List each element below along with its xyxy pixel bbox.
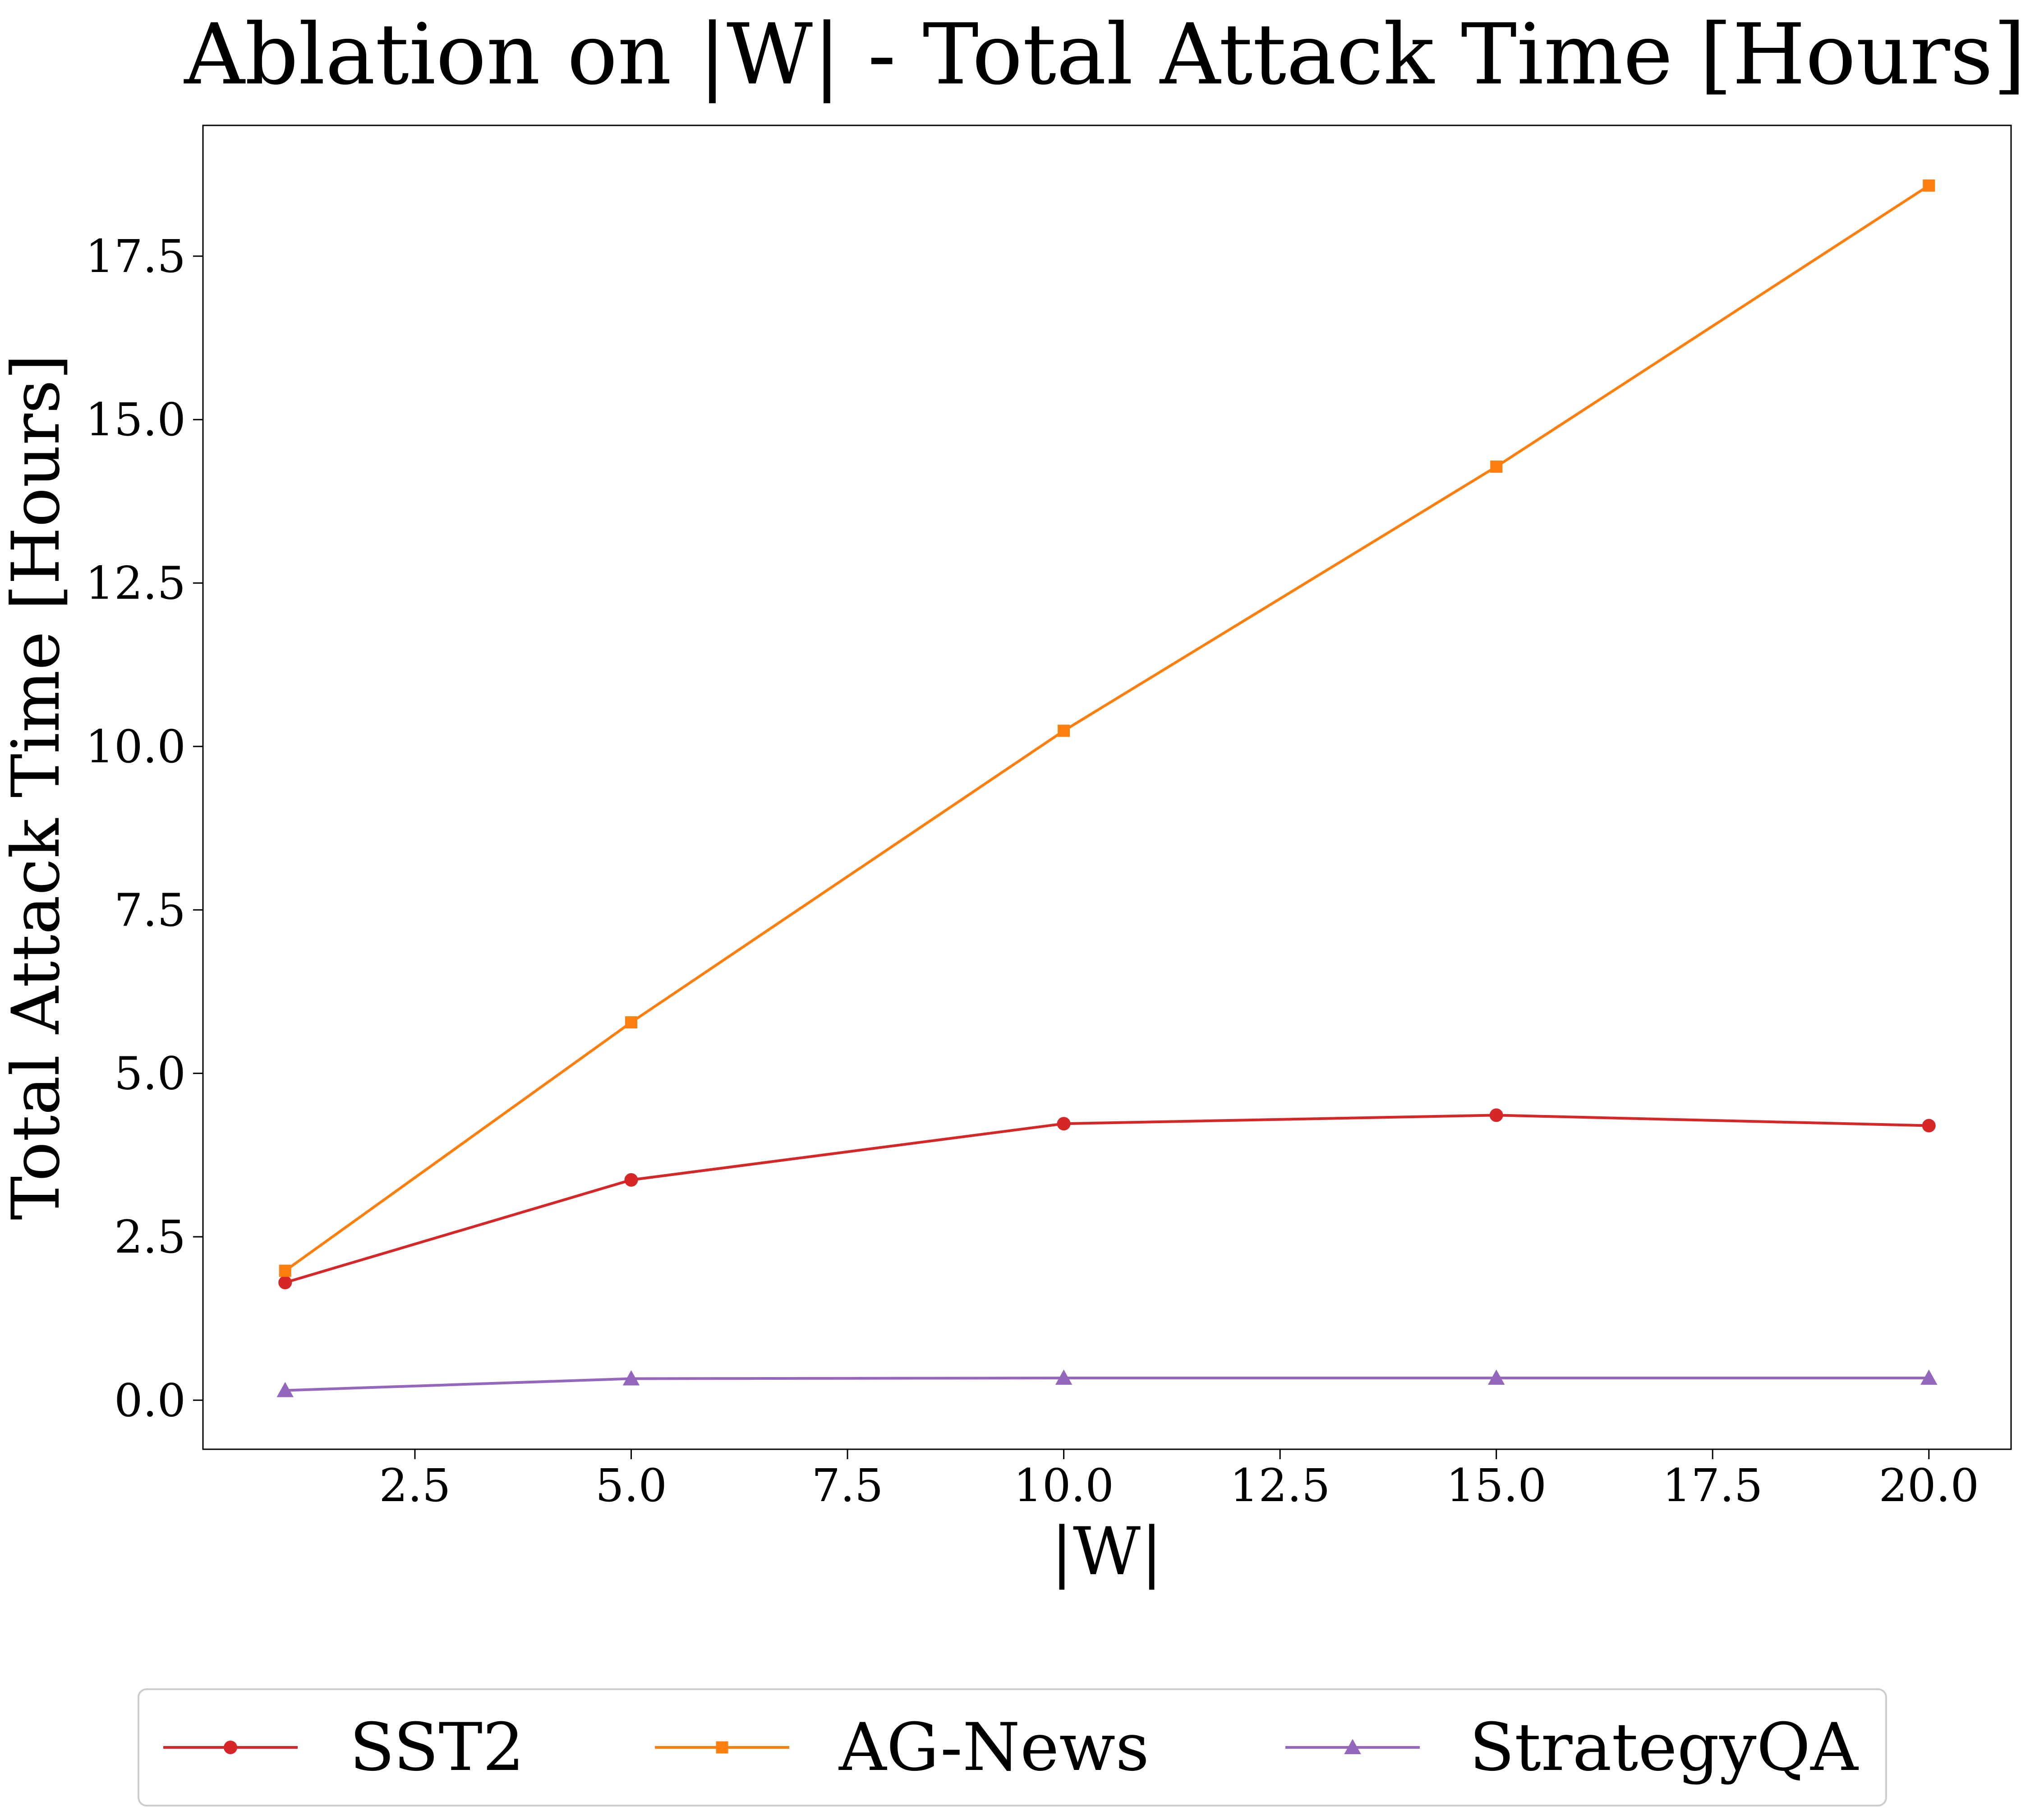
- data-point-ag-news: [1923, 179, 1935, 192]
- data-point-sst2: [1489, 1108, 1503, 1122]
- y-tick-label: 2.5: [114, 1211, 186, 1263]
- y-tick-label: 0.0: [114, 1374, 186, 1427]
- legend-marker-sst2: [224, 1741, 237, 1754]
- chart-title: Ablation on |W| - Total Attack Time [Hou…: [183, 5, 2026, 103]
- series-lines: [276, 179, 1938, 1397]
- data-point-ag-news: [1490, 461, 1503, 473]
- data-point-ag-news: [625, 1016, 637, 1029]
- series-line-ag-news: [284, 184, 1930, 1272]
- legend-marker-ag-news: [716, 1741, 728, 1754]
- legend-items: SST2 AG-News StrategyQA: [163, 1709, 1859, 1786]
- x-tick-label: 7.5: [812, 1459, 884, 1512]
- data-point-sst2: [624, 1173, 638, 1187]
- x-tick-label: 10.0: [1013, 1459, 1114, 1512]
- series-sst2: [278, 1108, 1936, 1290]
- y-tick-label: 12.5: [85, 557, 186, 610]
- x-axis-label: |W|: [1051, 1513, 1163, 1590]
- data-point-sst2: [278, 1276, 292, 1290]
- legend-entry-sst2: SST2: [163, 1709, 525, 1786]
- legend-label-strategyqa: StrategyQA: [1469, 1709, 1859, 1786]
- y-tick-label: 7.5: [114, 884, 186, 936]
- legend-entry-strategyqa: StrategyQA: [1285, 1709, 1859, 1786]
- data-point-ag-news: [1058, 724, 1070, 737]
- x-tick-label: 17.5: [1662, 1459, 1763, 1512]
- x-tick-label: 20.0: [1878, 1459, 1979, 1512]
- data-point-sst2: [1057, 1117, 1071, 1131]
- y-tick-label: 10.0: [85, 720, 186, 773]
- legend-label-sst2: SST2: [350, 1709, 525, 1786]
- y-axis-label: Total Attack Time [Hours]: [0, 354, 74, 1220]
- legend-marker-strategyqa: [1344, 1739, 1361, 1754]
- series-line-sst2: [285, 1114, 1929, 1284]
- data-point-strategyqa: [1920, 1369, 1938, 1385]
- data-point-ag-news: [279, 1264, 291, 1277]
- data-point-strategyqa: [1055, 1369, 1073, 1385]
- data-point-sst2: [1922, 1119, 1936, 1133]
- legend: SST2 AG-News StrategyQA: [138, 1688, 1887, 1806]
- legend-label-ag-news: AG-News: [838, 1709, 1149, 1786]
- legend-frame: [138, 1688, 1887, 1806]
- y-tick-label: 15.0: [85, 393, 186, 446]
- x-tick-label: 5.0: [595, 1459, 667, 1512]
- y-tick-label: 17.5: [85, 230, 186, 283]
- data-point-strategyqa: [276, 1382, 294, 1397]
- legend-entry-ag-news: AG-News: [655, 1709, 1149, 1786]
- series-ag-news: [279, 179, 1935, 1277]
- x-tick-label: 2.5: [379, 1459, 451, 1512]
- data-point-strategyqa: [1487, 1369, 1505, 1385]
- x-tick-label: 12.5: [1230, 1459, 1330, 1512]
- x-tick-label: 15.0: [1446, 1459, 1547, 1512]
- x-axis-ticks: 2.5 5.0 7.5 10.0 12.5 15.0 17.5 20.0: [379, 1449, 1979, 1512]
- series-strategyqa: [276, 1369, 1938, 1397]
- y-axis-ticks: 0.0 2.5 5.0 7.5 10.0 12.5 15.0 17.5: [85, 230, 203, 1427]
- series-line-strategyqa: [285, 1377, 1929, 1392]
- axes: [202, 124, 2012, 1450]
- y-tick-label: 5.0: [114, 1047, 186, 1100]
- data-point-strategyqa: [622, 1370, 640, 1386]
- plot-area: [202, 124, 2012, 1450]
